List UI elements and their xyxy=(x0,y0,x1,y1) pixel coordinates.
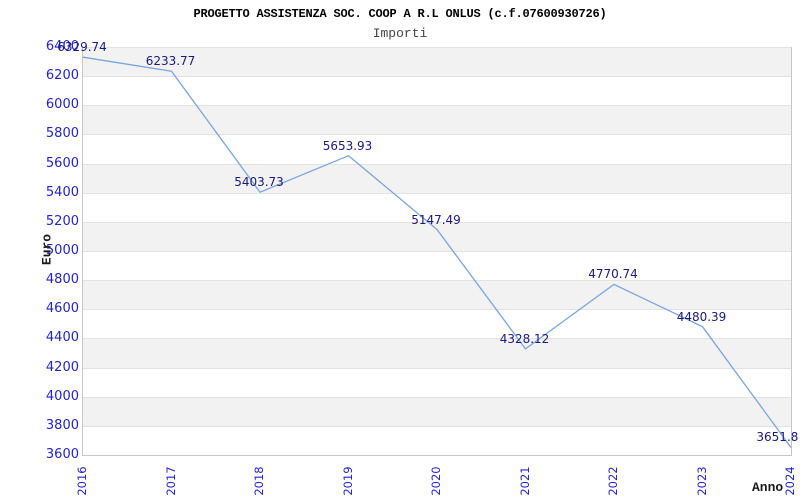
x-tick-label: 2017 xyxy=(163,466,178,496)
gridline xyxy=(83,251,791,252)
gridline xyxy=(83,221,791,223)
x-tick-label: 2018 xyxy=(252,466,266,496)
gridline xyxy=(83,163,791,165)
gridline xyxy=(83,309,791,311)
x-tick-label: 2022 xyxy=(606,466,620,496)
y-axis-title: Euro xyxy=(39,233,55,266)
y-tick-label: 3800 xyxy=(45,417,79,433)
data-point-label: 4480.39 xyxy=(676,309,727,324)
gridline xyxy=(83,338,791,340)
gridline xyxy=(83,134,791,136)
gridline xyxy=(83,367,791,369)
series-line xyxy=(83,56,791,448)
background-band xyxy=(83,338,791,368)
y-tick-label: 4200 xyxy=(45,359,79,375)
background-band xyxy=(83,280,791,310)
gridline xyxy=(83,280,791,282)
y-tick-label: 6400 xyxy=(45,39,79,54)
x-tick-label: 2023 xyxy=(694,466,709,496)
y-tick-label: 5600 xyxy=(45,155,79,171)
gridline xyxy=(83,192,791,194)
data-point-label: 4328.12 xyxy=(499,331,550,346)
y-tick-label: 5000 xyxy=(45,243,79,258)
data-point-label: 6233.77 xyxy=(145,54,196,69)
plot-area xyxy=(82,47,792,456)
chart-title: PROGETTO ASSISTENZA SOC. COOP A R.L ONLU… xyxy=(193,7,607,21)
background-band xyxy=(83,163,791,193)
data-point-label: 4770.74 xyxy=(588,267,638,282)
data-point-label: 5147.49 xyxy=(411,212,461,227)
y-tick-label: 5200 xyxy=(45,213,79,229)
background-band xyxy=(83,105,791,135)
x-tick-label: 2024 xyxy=(783,466,797,496)
x-tick-label: 2020 xyxy=(429,466,443,496)
gridline xyxy=(83,396,791,398)
data-point-label: 3651.8 xyxy=(756,430,799,445)
x-tick-label: 2016 xyxy=(75,466,89,496)
background-band xyxy=(83,221,791,251)
y-tick-label: 5800 xyxy=(45,126,79,142)
y-tick-label: 4000 xyxy=(45,388,79,404)
x-axis-title: Anno xyxy=(752,480,784,495)
gridline xyxy=(83,47,791,48)
gridline xyxy=(83,105,791,107)
y-tick-label: 3600 xyxy=(45,447,79,462)
y-tick-label: 4800 xyxy=(45,272,79,288)
y-tick-label: 4400 xyxy=(45,330,79,346)
line-series-svg xyxy=(83,56,791,448)
data-point-label: 6329.74 xyxy=(57,40,107,55)
y-tick-label: 4600 xyxy=(45,301,79,317)
y-tick-label: 5400 xyxy=(45,184,79,200)
data-point-label: 5653.93 xyxy=(322,138,373,153)
background-band xyxy=(83,47,791,77)
background-band xyxy=(83,396,791,426)
gridline xyxy=(83,425,791,427)
gridline xyxy=(83,76,791,78)
data-point-label: 5403.73 xyxy=(234,175,284,190)
y-tick-label: 6200 xyxy=(45,68,79,84)
chart-subtitle: Importi xyxy=(372,26,428,41)
y-tick-label: 6000 xyxy=(45,97,79,113)
x-tick-label: 2021 xyxy=(517,466,532,496)
x-tick-label: 2019 xyxy=(340,466,355,496)
